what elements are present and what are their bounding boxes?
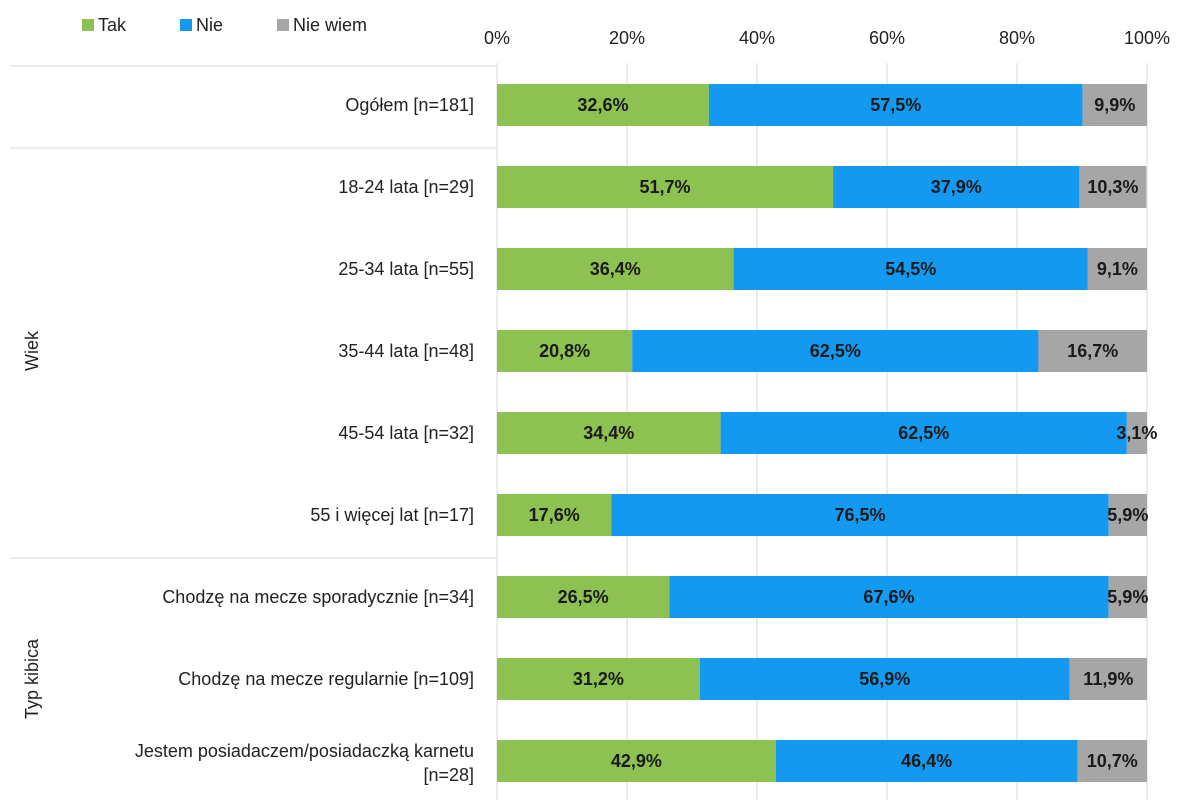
- data-label: 32,6%: [577, 95, 628, 115]
- bar-tak: [497, 84, 709, 126]
- bar-tak: [497, 658, 700, 700]
- data-label: 76,5%: [835, 505, 886, 525]
- data-label: 51,7%: [640, 177, 691, 197]
- data-label: 36,4%: [590, 259, 641, 279]
- data-label: 62,5%: [898, 423, 949, 443]
- x-tick-label: 20%: [609, 28, 645, 48]
- bar-tak: [497, 166, 834, 208]
- category-label: 45-54 lata [n=32]: [338, 423, 474, 443]
- x-tick-label: 100%: [1124, 28, 1170, 48]
- legend-swatch: [277, 19, 289, 31]
- data-label: 3,1%: [1116, 423, 1157, 443]
- bar-tak: [497, 248, 734, 290]
- data-label: 16,7%: [1067, 341, 1118, 361]
- group-label: Typ kibica: [22, 638, 42, 719]
- legend-label: Nie: [196, 15, 223, 35]
- data-label: 67,6%: [863, 587, 914, 607]
- category-label: 18-24 lata [n=29]: [338, 177, 474, 197]
- data-label: 9,9%: [1094, 95, 1135, 115]
- bar-nie-wiem: [1069, 658, 1147, 700]
- bars: 32,6% 57,5% 9,9% 51,7% 37,9% 10,3% 36,4% 54,5% 9…: [497, 84, 1157, 782]
- category-labels: Ogółem [n=181] 18-24 lata [n=29] 25-34 lat…: [135, 95, 474, 785]
- bar-nie-wiem: [1079, 166, 1147, 208]
- legend-label: Tak: [98, 15, 127, 35]
- bar-nie: [708, 84, 1083, 126]
- legend-swatch: [82, 19, 94, 31]
- x-axis-ticks: 0% 20% 40% 60% 80% 100%: [484, 28, 1170, 48]
- bar-tak: [497, 330, 633, 372]
- data-label: 5,9%: [1107, 505, 1148, 525]
- data-label: 56,9%: [859, 669, 910, 689]
- x-tick-label: 40%: [739, 28, 775, 48]
- data-label: 10,7%: [1087, 751, 1138, 771]
- group-labels: Wiek Typ kibica: [10, 65, 497, 719]
- bar-nie: [720, 412, 1127, 454]
- data-label: 34,4%: [583, 423, 634, 443]
- bar-nie-wiem: [1077, 740, 1147, 782]
- bar-nie: [699, 658, 1070, 700]
- bar-nie: [775, 740, 1078, 782]
- bar-nie: [669, 576, 1109, 618]
- x-tick-label: 60%: [869, 28, 905, 48]
- bar-tak: [497, 576, 670, 618]
- category-label: 55 i więcej lat [n=17]: [310, 505, 474, 525]
- data-label: 31,2%: [573, 669, 624, 689]
- data-label: 54,5%: [885, 259, 936, 279]
- bar-nie-wiem: [1087, 248, 1147, 290]
- category-label: Chodzę na mecze sporadycznie [n=34]: [162, 587, 474, 607]
- category-label: Ogółem [n=181]: [345, 95, 474, 115]
- data-label: 42,9%: [611, 751, 662, 771]
- data-label: 26,5%: [558, 587, 609, 607]
- legend: Tak Nie Nie wiem: [82, 15, 367, 35]
- group-label: Wiek: [22, 330, 42, 371]
- bar-tak: [497, 494, 612, 536]
- bar-nie-wiem: [1108, 576, 1147, 618]
- category-label: 25-34 lata [n=55]: [338, 259, 474, 279]
- legend-swatch: [180, 19, 192, 31]
- data-label: 57,5%: [870, 95, 921, 115]
- bar-nie-wiem: [1038, 330, 1147, 372]
- data-label: 17,6%: [529, 505, 580, 525]
- data-label: 37,9%: [931, 177, 982, 197]
- x-tick-label: 0%: [484, 28, 510, 48]
- bar-nie: [632, 330, 1039, 372]
- data-label: 46,4%: [901, 751, 952, 771]
- data-label: 62,5%: [810, 341, 861, 361]
- bar-nie-wiem: [1108, 494, 1147, 536]
- data-label: 5,9%: [1107, 587, 1148, 607]
- bar-tak: [497, 740, 776, 782]
- category-label: Chodzę na mecze regularnie [n=109]: [178, 669, 474, 689]
- category-label: 35-44 lata [n=48]: [338, 341, 474, 361]
- x-tick-label: 80%: [999, 28, 1035, 48]
- bar-nie: [611, 494, 1109, 536]
- legend-label: Nie wiem: [293, 15, 367, 35]
- category-label: Jestem posiadaczem/posiadaczką karnetu [n…: [135, 741, 474, 785]
- data-label: 9,1%: [1097, 259, 1138, 279]
- bar-nie: [833, 166, 1080, 208]
- bar-nie: [733, 248, 1088, 290]
- bar-nie-wiem: [1126, 412, 1147, 454]
- bar-tak: [497, 412, 721, 454]
- data-label: 11,9%: [1083, 669, 1133, 689]
- data-label: 20,8%: [539, 341, 590, 361]
- bar-nie-wiem: [1082, 84, 1147, 126]
- data-label: 10,3%: [1087, 177, 1138, 197]
